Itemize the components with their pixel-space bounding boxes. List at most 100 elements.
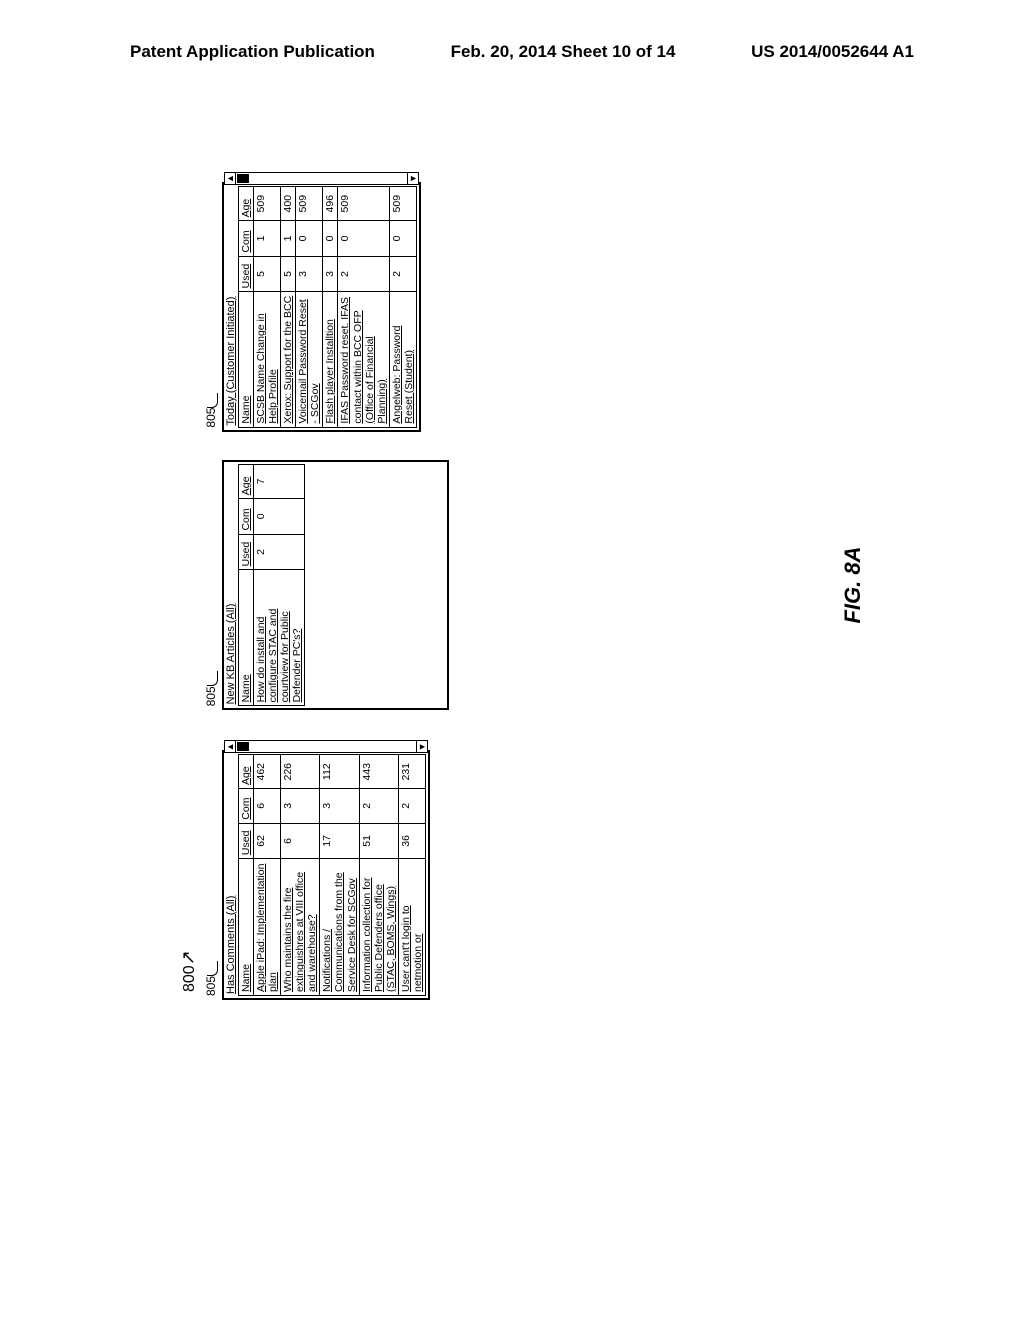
kb-article-anchor[interactable]: IFAS Password reset. IFAS contact within… — [339, 297, 387, 424]
kb-article-link[interactable]: Who maintains the fire extinguishres at … — [281, 859, 320, 996]
kb-article-anchor[interactable]: User cant't login to netmotion or — [400, 905, 424, 992]
panel-ref-label: 805 — [204, 170, 218, 428]
col-header-name[interactable]: Name — [239, 292, 254, 427]
cell-used: 2 — [389, 256, 416, 292]
kb-article-anchor[interactable]: Flash player Installtion — [324, 319, 336, 423]
kb-article-anchor[interactable]: Notifications / Communications from the … — [321, 872, 357, 992]
rotated-figure-body: 800↗ 805Has Comments (All)NameUsedComAge… — [170, 170, 870, 1000]
col-header-age[interactable]: Age — [239, 464, 254, 499]
kb-table: NameUsedComAgeApple iPad: Implementation… — [238, 754, 426, 996]
col-header-com[interactable]: Com — [239, 221, 254, 256]
panel-title[interactable]: New KB Articles (All) — [225, 464, 238, 707]
cell-age: 496 — [323, 187, 338, 221]
panel-ref-label: 805 — [204, 460, 218, 707]
col-header-used[interactable]: Used — [239, 823, 254, 858]
col-header-used[interactable]: Used — [239, 534, 254, 570]
panel-title[interactable]: Today (Customer Initiated) — [225, 186, 238, 428]
cell-used: 36 — [398, 823, 425, 858]
cell-age: 400 — [281, 187, 296, 221]
cell-age: 112 — [320, 755, 359, 789]
table-row: Who maintains the fire extinguishres at … — [281, 755, 320, 996]
cell-com: 6 — [254, 789, 281, 824]
col-header-name[interactable]: Name — [239, 859, 254, 996]
cell-used: 17 — [320, 823, 359, 858]
kb-article-link[interactable]: IFAS Password reset. IFAS contact within… — [338, 292, 389, 427]
scroll-up-icon[interactable]: ▲ — [225, 741, 236, 752]
scrollbar[interactable]: ▲▼ — [224, 172, 419, 185]
cell-age: 443 — [359, 755, 398, 789]
panel-ref-label: 805 — [204, 738, 218, 996]
col-header-com[interactable]: Com — [239, 499, 254, 534]
scroll-track[interactable] — [250, 173, 407, 184]
kb-article-link[interactable]: SCSB Name Change in Help Profile — [254, 292, 281, 427]
table-row: SCSB Name Change in Help Profile51509 — [254, 187, 281, 428]
table-row: Notifications / Communications from the … — [320, 755, 359, 996]
table-row: Flash player Installtion 30496 — [323, 187, 338, 428]
kb-article-anchor[interactable]: Angelweb: Password Reset (Student) — [391, 326, 415, 424]
cell-age: 462 — [254, 755, 281, 789]
kb-article-link[interactable]: Xerox: Support for the BCC — [281, 292, 296, 427]
kb-article-anchor[interactable]: SCSB Name Change in Help Profile — [255, 313, 279, 423]
cell-age: 226 — [281, 755, 320, 789]
col-header-com[interactable]: Com — [239, 789, 254, 824]
cell-com: 0 — [254, 499, 305, 534]
cell-used: 62 — [254, 823, 281, 858]
kb-table: NameUsedComAgeSCSB Name Change in Help P… — [238, 186, 417, 428]
kb-article-link[interactable]: Information collection for Public Defend… — [359, 859, 398, 996]
scroll-up-icon[interactable]: ▲ — [225, 173, 236, 184]
table-row: Xerox: Support for the BCC51400 — [281, 187, 296, 428]
panels-row: 805Has Comments (All)NameUsedComAgeApple… — [204, 170, 449, 1000]
scrollbar[interactable]: ▲▼ — [224, 740, 428, 753]
kb-article-anchor[interactable]: Apple iPad: Implementation plan — [255, 864, 279, 992]
cell-com: 2 — [359, 789, 398, 824]
kb-article-link[interactable]: Flash player Installtion — [323, 292, 338, 427]
table-row: User cant't login to netmotion or 362231 — [398, 755, 425, 996]
table-row: IFAS Password reset. IFAS contact within… — [338, 187, 389, 428]
figure-number-callout: 800↗ — [178, 950, 199, 992]
cell-com: 2 — [398, 789, 425, 824]
kb-article-link[interactable]: Angelweb: Password Reset (Student) — [389, 292, 416, 427]
col-header-name[interactable]: Name — [239, 570, 254, 706]
cell-used: 5 — [281, 256, 296, 292]
panel-box: New KB Articles (All)NameUsedComAge How d… — [222, 460, 449, 711]
scroll-down-icon[interactable]: ▼ — [407, 173, 418, 184]
table-row: How do install and configure STAC and co… — [254, 464, 305, 706]
kb-article-anchor[interactable]: Information collection for Public Defend… — [361, 878, 397, 992]
kb-article-anchor[interactable]: Voicemail Password Reset - SCGov — [297, 299, 321, 423]
cell-used: 2 — [338, 256, 389, 292]
cell-com: 0 — [296, 221, 323, 256]
kb-article-anchor[interactable]: Who maintains the fire extinguishres at … — [282, 872, 318, 992]
cell-com: 3 — [320, 789, 359, 824]
panel-title[interactable]: Has Comments (All) — [225, 754, 238, 996]
kb-article-link[interactable]: Notifications / Communications from the … — [320, 859, 359, 996]
scroll-thumb[interactable] — [237, 742, 249, 751]
kb-article-link[interactable]: User cant't login to netmotion or — [398, 859, 425, 996]
kb-article-link[interactable]: How do install and configure STAC and co… — [254, 570, 305, 706]
table-row: Apple iPad: Implementation plan 626462 — [254, 755, 281, 996]
cell-com: 0 — [323, 221, 338, 256]
table-row: Angelweb: Password Reset (Student)20509 — [389, 187, 416, 428]
col-header-age[interactable]: Age — [239, 187, 254, 221]
kb-table: NameUsedComAge How do install and configu… — [238, 464, 305, 707]
scroll-down-icon[interactable]: ▼ — [416, 741, 427, 752]
cell-age: 509 — [254, 187, 281, 221]
scroll-track[interactable] — [250, 741, 416, 752]
col-header-age[interactable]: Age — [239, 755, 254, 789]
cell-com: 0 — [338, 221, 389, 256]
cell-age: 231 — [398, 755, 425, 789]
col-header-used[interactable]: Used — [239, 256, 254, 292]
cell-used: 2 — [254, 534, 305, 570]
cell-used: 3 — [323, 256, 338, 292]
cell-used: 6 — [281, 823, 320, 858]
table-row: Voicemail Password Reset - SCGov30509 — [296, 187, 323, 428]
cell-used: 3 — [296, 256, 323, 292]
kb-article-link[interactable]: Apple iPad: Implementation plan — [254, 859, 281, 996]
cell-age: 509 — [338, 187, 389, 221]
kb-article-link[interactable]: Voicemail Password Reset - SCGov — [296, 292, 323, 427]
table-row: Information collection for Public Defend… — [359, 755, 398, 996]
scroll-thumb[interactable] — [237, 174, 249, 183]
figure-caption: FIG. 8A — [840, 170, 866, 1000]
kb-article-anchor[interactable]: Xerox: Support for the BCC — [282, 296, 294, 424]
kb-article-anchor[interactable]: How do install and configure STAC and co… — [255, 609, 303, 703]
panel-box: Has Comments (All)NameUsedComAgeApple iP… — [222, 750, 430, 1000]
